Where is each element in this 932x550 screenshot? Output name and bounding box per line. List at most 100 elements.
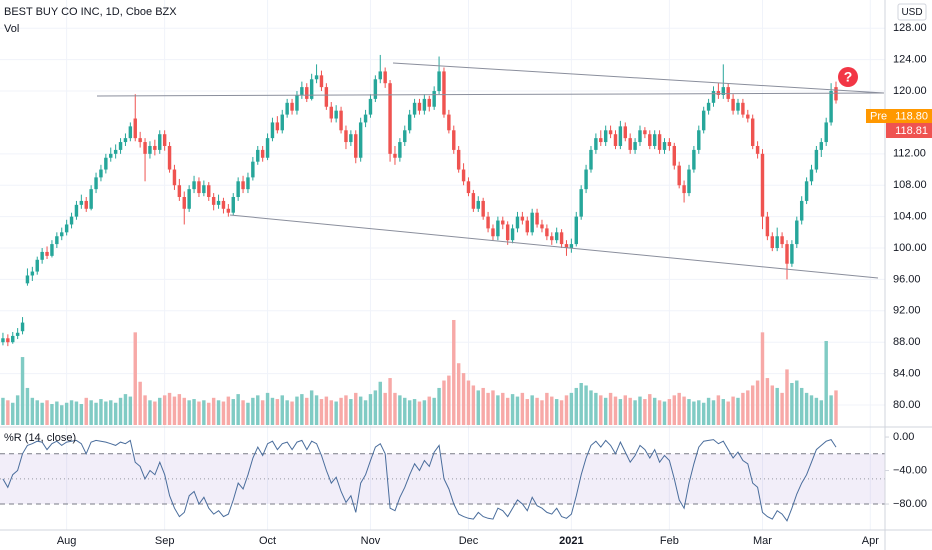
volume-bar <box>30 397 35 425</box>
volume-bar <box>162 395 167 425</box>
candle-body <box>672 145 677 166</box>
candle-body <box>305 87 309 99</box>
candle-body <box>368 98 373 115</box>
candle-body <box>746 114 750 119</box>
candle-body <box>358 122 363 158</box>
candle-body <box>564 244 569 249</box>
volume-bar <box>829 395 833 425</box>
volume-bar <box>388 378 392 425</box>
volume-bar <box>11 402 15 425</box>
candle-body <box>177 185 182 197</box>
volume-bar <box>515 396 520 425</box>
candle-body <box>25 275 30 284</box>
volume-bar <box>574 387 578 425</box>
volume-layer <box>1 319 838 425</box>
candle-body <box>158 134 162 150</box>
volume-bar <box>491 390 495 425</box>
currency-box[interactable] <box>897 3 927 21</box>
candle-body <box>20 322 25 332</box>
volume-bar <box>584 385 588 425</box>
y-tick-label: 100.00 <box>893 242 927 254</box>
x-tick-label: Nov <box>361 535 381 547</box>
volume-bar <box>300 394 304 425</box>
candle-body <box>64 224 69 233</box>
volume-bar <box>795 380 799 425</box>
volume-bar <box>167 392 172 425</box>
volume-bar <box>6 400 10 425</box>
volume-bar <box>721 399 726 425</box>
candle-body <box>824 122 828 143</box>
volume-bar <box>275 399 280 425</box>
y-tick-label: 128.00 <box>893 22 927 34</box>
volume-bar <box>363 400 368 425</box>
candle-body <box>128 126 133 139</box>
candle-body <box>118 142 123 150</box>
candle-body <box>545 228 549 237</box>
volume-bar <box>104 401 108 425</box>
volume-bar <box>569 392 574 425</box>
volume-bar <box>407 400 412 425</box>
volume-bar <box>256 395 260 425</box>
volume-bar <box>197 401 201 425</box>
candle-body <box>153 145 157 150</box>
candle-body <box>525 220 529 233</box>
candle-body <box>456 149 461 170</box>
volume-bar <box>349 399 353 425</box>
volume-bar <box>285 400 289 425</box>
volume-bar <box>613 396 618 425</box>
currency[interactable]: USD <box>901 7 922 18</box>
candle-body <box>197 181 201 194</box>
candle-body <box>138 138 142 143</box>
candle-body <box>84 200 88 209</box>
candle-body <box>251 161 255 178</box>
candle-body <box>207 185 211 197</box>
candle-body <box>515 216 520 229</box>
volume-bar <box>305 397 309 425</box>
candle-body <box>211 196 216 205</box>
candle-body <box>814 149 819 170</box>
volume-bar <box>118 397 123 425</box>
last-price: 118.81 <box>895 125 928 137</box>
candle-body <box>422 98 427 111</box>
candle-body <box>388 83 392 154</box>
volume-bar <box>383 392 387 425</box>
candle-body <box>60 232 64 237</box>
candle-body <box>202 185 206 194</box>
volume-bar <box>74 401 79 425</box>
candle-body <box>241 181 245 190</box>
wr-layer <box>0 436 889 522</box>
candle-body <box>113 149 118 154</box>
volume-bar <box>123 394 128 425</box>
volume-bar <box>344 395 348 425</box>
volume-bar <box>755 380 760 425</box>
candle-body <box>491 228 495 237</box>
candle-body <box>256 149 260 162</box>
alert-icon[interactable]: ? <box>838 67 858 87</box>
volume-bar <box>697 400 701 425</box>
volume-bar <box>510 394 515 425</box>
volume-bar <box>55 401 59 425</box>
candle-body <box>559 232 564 245</box>
volume-bar <box>799 387 804 425</box>
y-tick-label: 120.00 <box>893 85 927 97</box>
volume-bar <box>354 392 358 425</box>
candle-layer <box>1 54 838 347</box>
candle-body <box>417 102 422 111</box>
volume-bar <box>202 400 206 425</box>
indicator-title: %R (14, close) <box>4 432 76 444</box>
candle-body <box>657 134 662 150</box>
candle-body <box>99 169 103 178</box>
candle-body <box>162 134 167 146</box>
volume-bar <box>60 405 64 425</box>
alert-mark[interactable]: ? <box>844 69 853 85</box>
volume-bar <box>138 381 142 425</box>
alert-circle[interactable] <box>838 67 858 87</box>
candle-body <box>726 87 730 99</box>
candle-body <box>461 169 466 182</box>
candle-body <box>643 130 647 135</box>
volume-bar <box>35 400 39 425</box>
wr-tick-label: −80.00 <box>893 498 927 510</box>
volume-bar <box>113 402 118 425</box>
x-tick-label: Sep <box>155 535 175 547</box>
y-tick-label: 112.00 <box>893 148 926 160</box>
